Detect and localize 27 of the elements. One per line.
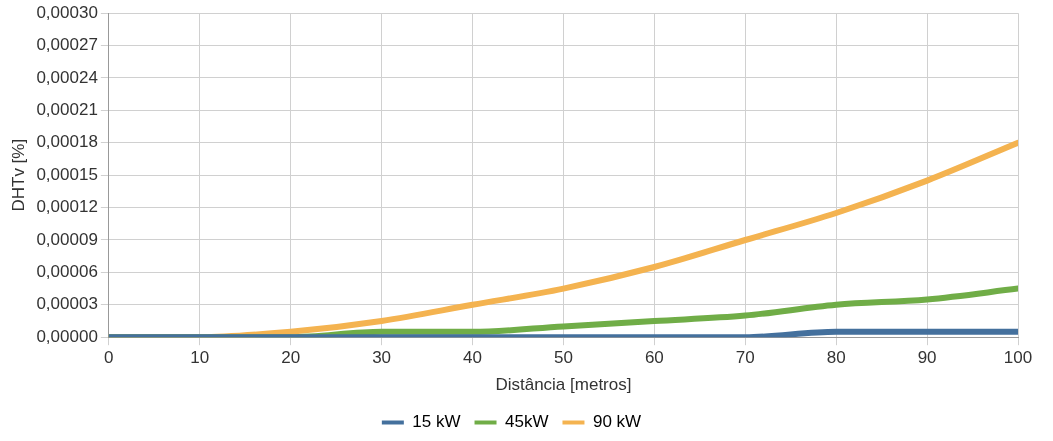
x-axis-title: Distância [metros] — [495, 375, 632, 395]
y-tick-label: 0,00030 — [36, 2, 98, 22]
x-tick-label: 40 — [463, 348, 482, 368]
x-tick-label: 20 — [281, 348, 301, 368]
y-tick-label: 0,00000 — [36, 326, 98, 346]
legend-label: 45kW — [505, 412, 549, 432]
y-tick-label: 0,00012 — [36, 197, 98, 217]
y-tick-label: 0,00027 — [36, 35, 98, 55]
y-tick-label: 0,00003 — [36, 294, 98, 314]
x-tick-label: 50 — [553, 348, 573, 368]
y-tick-label: 0,00015 — [36, 164, 98, 184]
x-tick-label: 80 — [826, 348, 846, 368]
x-tick-label: 100 — [1003, 348, 1033, 368]
y-tick-label: 0,00006 — [36, 262, 98, 282]
x-tick-label: 30 — [372, 348, 392, 368]
legend-label: 90 kW — [592, 412, 642, 432]
y-axis-title: DHTv [%] — [8, 138, 28, 212]
legend-label: 15 kW — [412, 412, 461, 432]
x-tick-label: 10 — [190, 348, 210, 368]
x-tick-label: 90 — [917, 348, 937, 368]
x-tick-label: 60 — [644, 348, 664, 368]
y-tick-label: 0,00021 — [36, 100, 98, 120]
y-tick-label: 0,00018 — [36, 132, 98, 152]
y-tick-label: 0,00009 — [36, 229, 98, 249]
x-tick-label: 0 — [104, 348, 114, 368]
x-tick-label: 70 — [735, 348, 755, 368]
y-tick-label: 0,00024 — [36, 67, 98, 87]
